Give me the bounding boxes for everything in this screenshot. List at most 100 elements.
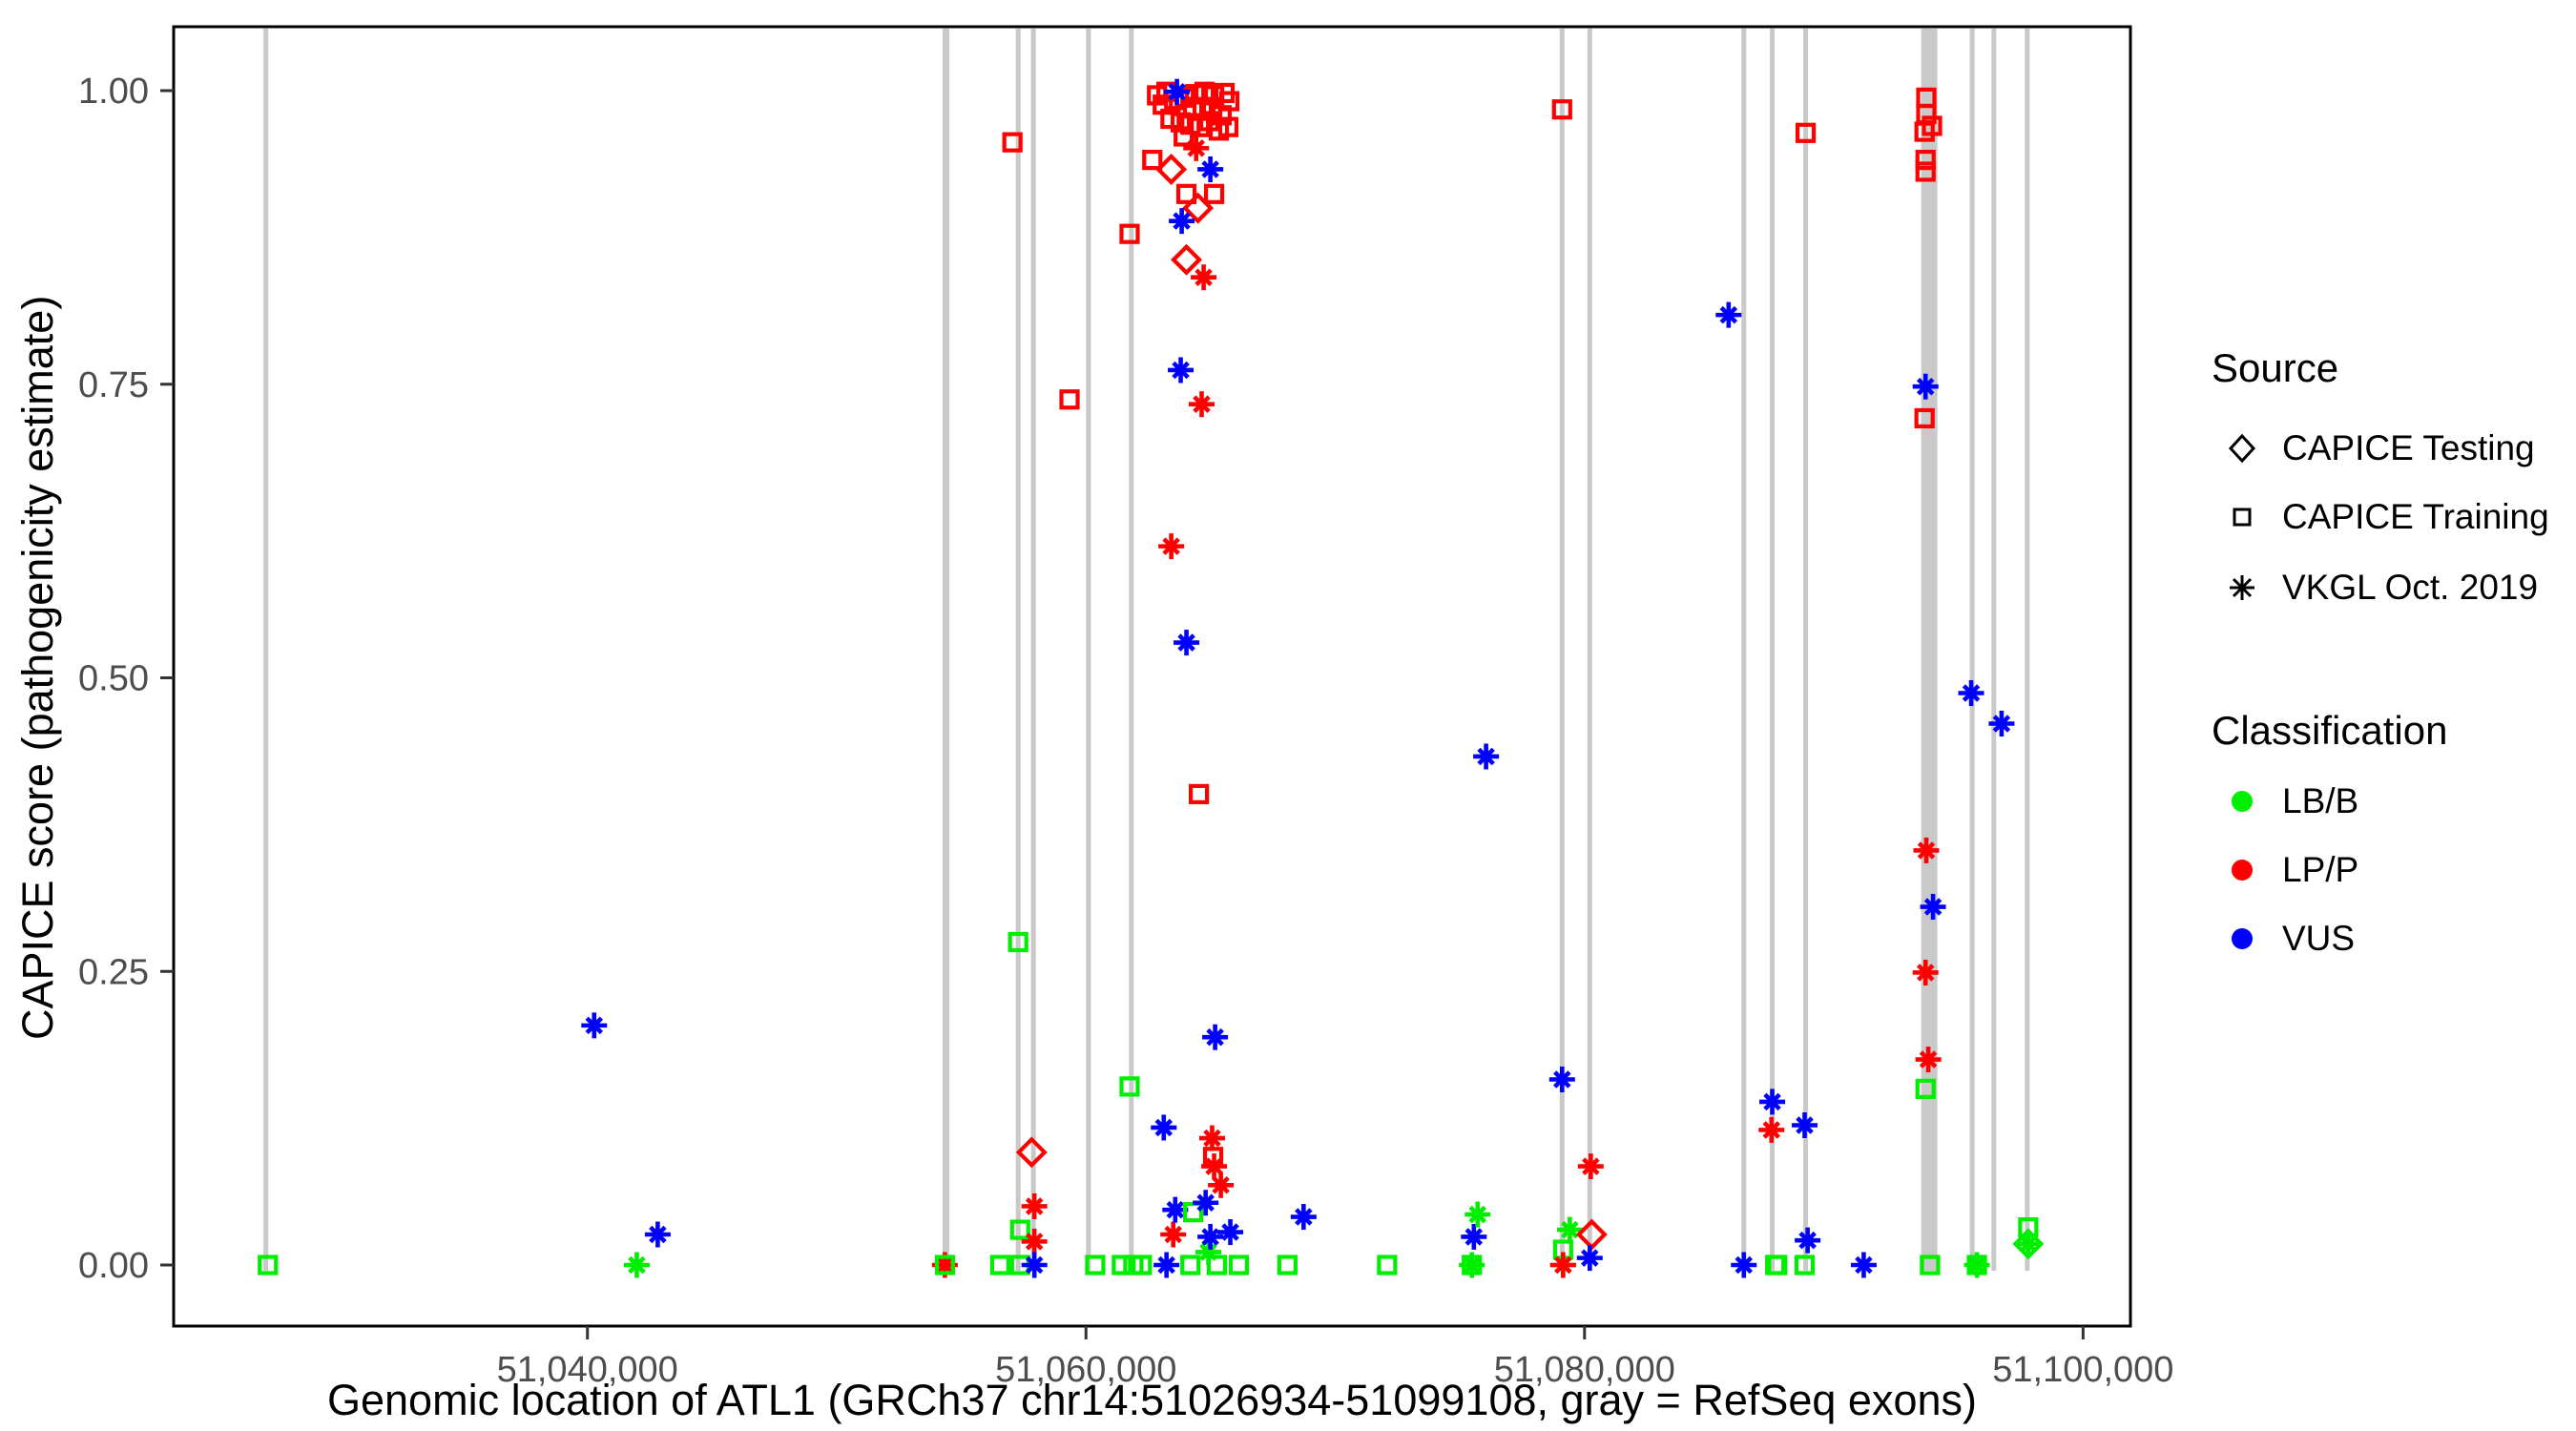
y-tick-label: 1.00 [78,72,149,112]
point-square-lpp [1795,122,1817,143]
refseq-exon-bar [1015,29,1021,1271]
point-asterisk-vus [1553,1070,1571,1089]
legend-classification-title: Classification [2212,708,2448,753]
point-square-lbb [1915,1078,1936,1099]
point-asterisk-vus [1157,1255,1175,1275]
point-asterisk-lbb [1199,1243,1217,1261]
point-asterisk-lpp [1193,395,1211,413]
point-square-lbb [1228,1255,1250,1275]
point-asterisk-vus [1992,715,2011,733]
point-square-lbb [1119,1076,1140,1097]
point-asterisk-lpp [1919,1050,1938,1068]
legend-label: VKGL Oct. 2019 [2282,568,2539,607]
point-asterisk-vus [1025,1255,1044,1275]
point-square-lpp [1175,183,1197,204]
point-square-lbb [989,1255,1010,1275]
point-diamond-lpp [1015,1136,1048,1169]
point-asterisk-vus [1763,1092,1781,1111]
point-asterisk-vus [1465,1228,1484,1246]
point-diamond-lpp [1155,154,1188,185]
point-square-lbb [934,1255,955,1275]
legend-source-title: Source [2212,345,2339,390]
point-asterisk-vus [1196,1193,1215,1213]
legend-label: LP/P [2282,850,2359,889]
point-asterisk-vus [1477,747,1495,766]
point-asterisk-lpp [1025,1197,1044,1215]
point-asterisk-lpp [1917,841,1936,860]
legend: Source CAPICE Testing CAPICE Training [2200,0,2576,1431]
point-square-lpp [1915,161,1936,182]
legend-label: CAPICE Testing [2282,428,2535,467]
point-square-lpp [1119,223,1140,244]
point-asterisk-lpp [1916,964,1935,982]
point-asterisk-lpp [1203,1129,1221,1148]
plot-panel-border [172,25,2132,1328]
diamond-icon [2223,429,2261,467]
legend-label: VUS [2282,919,2356,958]
y-axis-title: CAPICE score (pathogenicity estimate) [13,295,62,1041]
point-square-lpp [1002,132,1023,153]
point-asterisk-vus [1173,212,1191,230]
refseq-exon-bar [942,29,949,1271]
point-square-lpp [1174,126,1195,147]
point-asterisk-vus [1916,377,1935,396]
refseq-exon-bar [1991,29,1997,1271]
point-square-lpp [1059,389,1080,410]
asterisk-icon [2223,569,2261,607]
point-asterisk-lpp [936,1255,954,1275]
x-axis-title: Genomic location of ATL1 (GRCh37 chr14:5… [327,1376,1977,1424]
vus-dot-icon [2223,920,2261,958]
point-asterisk-vus [1962,684,1981,702]
x-tick-label: 51,040,000 [497,1350,678,1390]
point-diamond-lpp [1182,192,1215,224]
refseq-exon-bar [1086,29,1091,1271]
point-asterisk-lpp [1762,1121,1781,1139]
legend-item-capice-testing: CAPICE Testing [2223,428,2535,467]
refseq-exon-bar [1030,29,1036,1271]
point-asterisk-lpp [1205,1157,1223,1175]
point-asterisk-lpp [1582,1157,1600,1175]
point-asterisk-vus [1201,160,1219,178]
point-asterisk-lpp [1162,537,1180,555]
point-diamond-lpp [1171,243,1203,276]
point-asterisk-lpp [1025,1233,1044,1251]
point-asterisk-vus [1221,1223,1239,1241]
refseq-exon-bar [1741,29,1747,1271]
x-tick-label: 51,100,000 [1992,1350,2173,1390]
lbb-dot-icon [2223,782,2261,820]
legend-label: CAPICE Training [2282,497,2549,536]
point-asterisk-vus [1168,82,1186,101]
refseq-exon-bar [1969,29,1975,1271]
point-asterisk-lpp [1187,139,1206,157]
point-square-lbb [1794,1255,1816,1275]
point-asterisk-vus [1166,1200,1185,1219]
point-square-lbb [1008,931,1028,953]
refseq-exon-bar [1587,29,1592,1271]
y-tick-label: 0.00 [78,1246,149,1286]
point-asterisk-vus [1581,1249,1599,1267]
square-icon [2223,498,2261,536]
point-asterisk-vus [1719,305,1738,324]
point-square-lpp [1915,150,1936,171]
point-square-lbb [1377,1255,1398,1275]
point-asterisk-vus [1798,1231,1817,1250]
y-tick-label: 0.25 [78,952,149,992]
legend-item-capice-training: CAPICE Training [2223,497,2549,536]
point-square-lpp [1203,183,1225,204]
refseq-exon-bar [263,29,269,1271]
point-asterisk-vus [1172,361,1190,380]
point-asterisk-lbb [1967,1255,1986,1275]
point-square-lpp [1142,150,1163,171]
point-square-lpp [1217,116,1239,137]
point-square-lpp [1914,407,1935,429]
point-asterisk-vus [1295,1208,1313,1226]
point-asterisk-lbb [1561,1220,1579,1239]
point-square-lpp [1551,99,1572,120]
x-tick-label: 51,080,000 [1494,1350,1675,1390]
point-square-lpp [1160,108,1181,130]
point-asterisk-vus [1855,1255,1873,1275]
refseq-exon-bar [1770,29,1776,1271]
legend-item-lbb: LB/B [2223,781,2358,820]
point-asterisk-lpp [1195,268,1213,286]
